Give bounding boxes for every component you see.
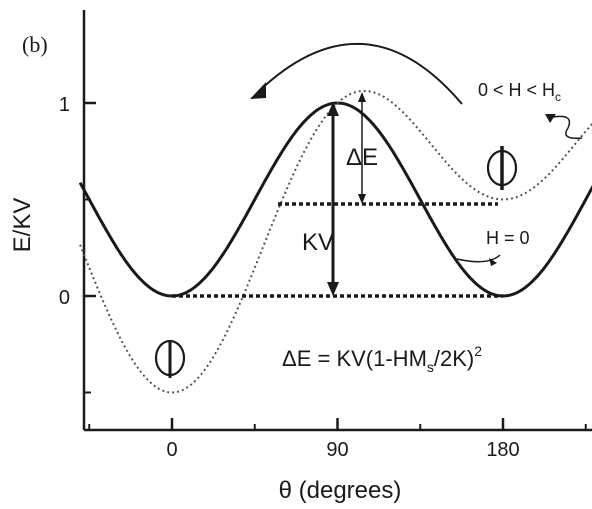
formula-main: ΔE = KV(1-HM [282,346,427,371]
h-zero-label: H = 0 [486,228,530,248]
rotation-arrow [250,42,463,105]
energy-barrier-formula: ΔE = KV(1-HMs/2K)2 [282,343,482,375]
magnetization-down-icon [154,339,186,378]
h-zero-pointer [456,254,501,263]
x-tick-label: 90 [326,439,348,461]
kv-arrow [327,102,339,296]
h-range-label-main: 0 < H < H [478,80,555,100]
delta-e-arrow [358,92,366,204]
formula-mid: /2K) [434,346,474,371]
reference-lines [172,202,503,298]
axis-ticks: 0 1 0 90 180 [59,94,587,461]
h-range-label: 0 < H < Hc [478,80,561,104]
h-range-pointer-head [545,114,556,123]
formula-sub: s [427,359,434,375]
y-tick-label: 0 [59,287,70,309]
series-line-h-zero [78,101,592,298]
magnetization-up-icon [486,146,518,190]
y-tick-label: 1 [59,94,70,116]
panel-label: (b) [22,32,48,57]
y-axis-label: E/KV [9,198,36,253]
h-range-pointer [547,115,583,140]
x-axis-label: θ (degrees) [279,477,402,504]
x-tick-label: 0 [166,439,177,461]
h-zero-pointer-head [489,258,497,266]
series-layer [78,89,592,394]
x-tick-label: 180 [486,439,519,461]
formula-sup: 2 [474,343,482,359]
h-range-label-sub: c [555,90,561,104]
series-line-h-range [79,89,592,394]
delta-e-label: ΔE [346,144,378,171]
kv-label: KV [302,229,334,256]
